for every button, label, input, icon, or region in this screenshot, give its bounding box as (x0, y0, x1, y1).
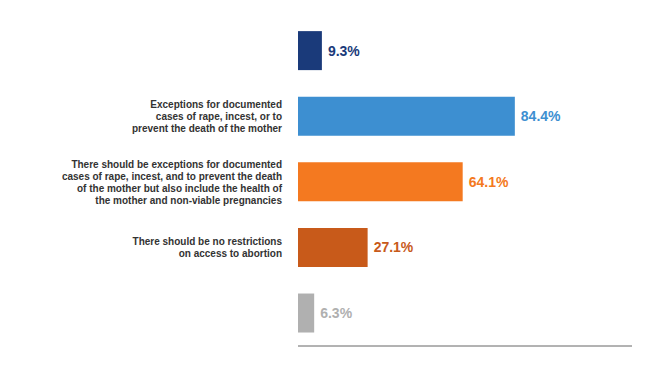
svg-text:Exceptions for documentedcases: Exceptions for documentedcases of rape, … (132, 99, 282, 134)
svg-text:6.3%: 6.3% (320, 305, 352, 321)
svg-text:84.4%: 84.4% (521, 108, 561, 124)
svg-text:27.1%: 27.1% (374, 239, 414, 255)
svg-text:There should be exceptions for: There should be exceptions for documente… (62, 159, 283, 206)
svg-text:9.3%: 9.3% (328, 43, 360, 59)
svg-text:There should be no restriction: There should be no restrictionson access… (133, 236, 283, 259)
svg-text:64.1%: 64.1% (469, 174, 509, 190)
